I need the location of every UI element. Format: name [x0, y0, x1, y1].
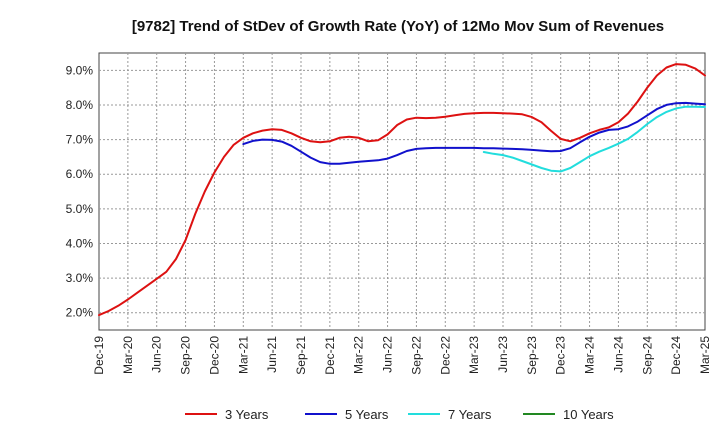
- legend-label: 7 Years: [448, 407, 492, 422]
- x-tick-label: Mar-20: [121, 336, 135, 374]
- x-tick-label: Mar-23: [467, 336, 481, 374]
- y-tick-label: 7.0%: [66, 133, 94, 147]
- x-tick-label: Dec-20: [207, 336, 221, 375]
- x-tick-label: Dec-19: [92, 336, 106, 375]
- plot-frame: [98, 52, 706, 331]
- x-tick-label: Jun-22: [381, 336, 395, 373]
- y-tick-label: 4.0%: [66, 236, 94, 250]
- series-lines: [98, 63, 706, 317]
- x-tick-label: Sep-20: [179, 336, 193, 375]
- y-tick-label: 2.0%: [66, 306, 94, 320]
- legend-label: 3 Years: [225, 407, 269, 422]
- x-tick-label: Jun-24: [611, 336, 625, 373]
- x-tick-label: Jun-23: [496, 336, 510, 373]
- x-tick-label: Jun-20: [150, 336, 164, 373]
- series-line-5-years: [242, 101, 706, 165]
- y-tick-label: 9.0%: [66, 63, 94, 77]
- x-tick-label: Sep-21: [294, 336, 308, 375]
- y-tick-label: 3.0%: [66, 271, 94, 285]
- series-line-7-years: [482, 105, 706, 173]
- x-tick-label: Sep-22: [409, 336, 423, 375]
- y-tick-label: 5.0%: [66, 202, 94, 216]
- x-tick-label: Mar-24: [583, 336, 597, 374]
- x-tick-label: Dec-21: [323, 336, 337, 375]
- y-tick-label: 8.0%: [66, 98, 94, 112]
- y-gridlines: [99, 69, 705, 314]
- legend: 3 Years 5 Years 7 Years 10 Years: [185, 407, 614, 422]
- legend-label: 10 Years: [563, 407, 614, 422]
- x-tick-label: Dec-23: [554, 336, 568, 375]
- legend-label: 5 Years: [345, 407, 389, 422]
- x-tick-label: Mar-22: [352, 336, 366, 374]
- x-tick-label: Dec-22: [438, 336, 452, 375]
- x-axis-ticks: Dec-19 Mar-20 Jun-20 Sep-20 Dec-20 Mar-21 Jun-…: [92, 336, 712, 375]
- y-axis-ticks: 2.0% 3.0% 4.0% 5.0% 6.0% 7.0% 8.0% 9.0%: [66, 63, 94, 319]
- x-tick-label: Mar-25: [698, 336, 712, 374]
- y-tick-label: 6.0%: [66, 167, 94, 181]
- chart-title: [9782] Trend of StDev of Growth Rate (Yo…: [132, 18, 664, 35]
- x-tick-label: Jun-21: [265, 336, 279, 373]
- x-tick-label: Sep-24: [640, 336, 654, 375]
- x-tick-label: Sep-23: [525, 336, 539, 375]
- x-tick-label: Mar-21: [236, 336, 250, 374]
- series-line-3-years: [98, 63, 706, 317]
- x-tick-label: Dec-24: [669, 336, 683, 375]
